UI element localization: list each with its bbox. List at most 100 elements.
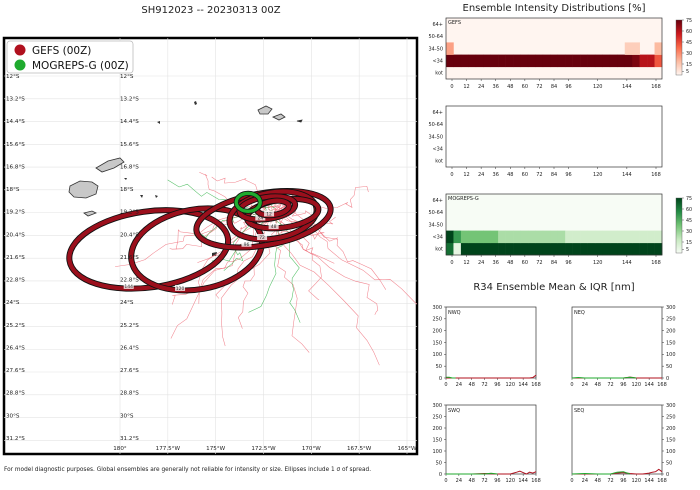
lon-label: 165°W bbox=[397, 446, 416, 452]
heatmap-model-label: GEFS bbox=[448, 20, 461, 26]
heatmap-xtick-label: 72 bbox=[536, 84, 542, 90]
lat-label-left: 14.4°S bbox=[6, 119, 25, 125]
r34-ytick-label: 300 bbox=[666, 305, 676, 311]
heatmap-xtick-label: 144 bbox=[622, 260, 632, 266]
island-tongatapu bbox=[212, 252, 217, 256]
r34-xtick-label: 0 bbox=[444, 382, 447, 388]
r34-xtick-label: 48 bbox=[595, 382, 601, 388]
r34-series-line bbox=[446, 472, 498, 475]
colorbar-tick-label: 45 bbox=[686, 40, 692, 46]
heatmap-cell bbox=[624, 54, 633, 68]
heatmap-cell bbox=[483, 242, 491, 256]
heatmap-cell bbox=[520, 242, 529, 256]
r34-xtick-label: 144 bbox=[518, 382, 528, 388]
heatmap-row-label: kot bbox=[435, 159, 443, 165]
heatmap-cell bbox=[542, 242, 551, 256]
heatmap-cell bbox=[535, 242, 544, 256]
heatmap-cell bbox=[602, 54, 611, 68]
heatmap-cell bbox=[624, 42, 633, 55]
heatmap-cell bbox=[654, 42, 663, 55]
mogreps-ellipse bbox=[234, 191, 262, 213]
gefs-track bbox=[198, 204, 281, 304]
heatmap-xtick-label: 72 bbox=[536, 172, 542, 178]
lat-label-left: 28.8°S bbox=[6, 391, 25, 397]
map-legend: GEFS (00Z) MOGREPS-G (00Z) bbox=[6, 40, 134, 74]
heatmap-row-label: 64+ bbox=[432, 198, 443, 204]
r34-xtick-label: 168 bbox=[531, 478, 541, 484]
r34-ytick-label: 100 bbox=[432, 449, 442, 455]
colorbar-tick-label: 30 bbox=[686, 229, 692, 235]
heatmap-cell bbox=[513, 242, 521, 256]
r34-xtick-label: 120 bbox=[632, 382, 642, 388]
heatmap-cell bbox=[602, 230, 611, 244]
r34-xtick-label: 72 bbox=[607, 478, 613, 484]
r34-xtick-label: 48 bbox=[469, 478, 475, 484]
heatmap-cell bbox=[498, 230, 506, 244]
gefs-intensity-panel: 64+ 50-64 34-50 <34 kot 0 12 24 36 48 60 72 84 96 120 1… bbox=[428, 17, 663, 90]
r34-ytick-label: 100 bbox=[432, 352, 442, 358]
heatmap-cell bbox=[594, 242, 603, 256]
r34-xtick-label: 24 bbox=[456, 478, 462, 484]
lat-label-left: 21.6°S bbox=[6, 255, 25, 261]
heatmap-cell bbox=[460, 54, 469, 68]
heatmap-cell bbox=[647, 242, 655, 256]
island-tutuila bbox=[296, 119, 303, 123]
r34-xtick-label: 48 bbox=[595, 478, 601, 484]
gefs-ellipse-label: 144 bbox=[124, 284, 133, 290]
r34-ytick-label: 200 bbox=[666, 426, 676, 432]
heatmap-xtick-label: 0 bbox=[450, 84, 453, 90]
heatmap-cell bbox=[654, 242, 663, 256]
r34-xtick-label: 24 bbox=[582, 382, 588, 388]
heatmap-xtick-label: 36 bbox=[493, 84, 499, 90]
r34-xtick-label: 24 bbox=[456, 382, 462, 388]
gefs-colorbar: 515 30 45 60 75 bbox=[675, 18, 692, 76]
ellipse-label-bg bbox=[175, 284, 186, 291]
heatmap-cell bbox=[527, 230, 536, 244]
gefs-track bbox=[267, 205, 380, 366]
island-savaii bbox=[257, 105, 273, 115]
gefs-colorbar-ticks: 515 30 45 60 75 bbox=[682, 18, 692, 75]
heatmap-cell bbox=[490, 54, 499, 68]
lon-label: 170°W bbox=[302, 446, 321, 452]
legend-gefs-marker bbox=[14, 44, 26, 56]
mogreps-intensity-panel: 64+ 50-64 34-50 <34 kot 0 12 24 36 48 60 72 84 96 120 1… bbox=[428, 193, 663, 266]
empty-intensity-panel: 64+ 50-64 34-50 <34 kot 0 12 24 36 48 60 72 84 96 120 1… bbox=[428, 105, 663, 178]
r34-xtick-label: 120 bbox=[632, 478, 642, 484]
lat-label-left: 12°S bbox=[6, 74, 20, 80]
r34-ytick-label: 50 bbox=[666, 460, 672, 466]
gefs-track bbox=[171, 213, 268, 305]
lat-label-mid: 22.8°S bbox=[120, 278, 139, 284]
heatmap-cell bbox=[513, 54, 521, 68]
lon-label: 180° bbox=[113, 446, 127, 452]
heatmap-xtick-label: 36 bbox=[493, 260, 499, 266]
heatmap-cell bbox=[527, 54, 536, 68]
heatmap-cell bbox=[468, 230, 477, 244]
heatmap-cell bbox=[446, 42, 454, 55]
legend-mogreps-marker bbox=[14, 59, 26, 71]
heatmap-cell bbox=[557, 230, 566, 244]
heatmap-xtick-label: 120 bbox=[593, 172, 603, 178]
heatmap-xtick-label: 60 bbox=[522, 84, 528, 90]
r34-xtick-label: 144 bbox=[644, 478, 654, 484]
r34-quadrant-label: SEQ bbox=[574, 408, 584, 414]
lat-label-left: 31.2°S bbox=[6, 436, 25, 442]
r34-ytick-label: 250 bbox=[432, 317, 442, 323]
gefs-ellipse bbox=[237, 194, 298, 222]
lon-label: 167.5°W bbox=[347, 446, 372, 452]
heatmap-xtick-label: 12 bbox=[463, 260, 469, 266]
r34-ytick-label: 200 bbox=[666, 328, 676, 334]
r34-ytick-label: 300 bbox=[432, 305, 442, 311]
heatmap-cell bbox=[565, 54, 573, 68]
heatmap-xtick-label: 24 bbox=[478, 84, 484, 90]
heatmap-cell bbox=[460, 242, 469, 256]
heatmap-cell bbox=[557, 242, 566, 256]
heatmap-xtick-label: 48 bbox=[507, 172, 513, 178]
lat-label-left: 30°S bbox=[6, 413, 20, 419]
heatmap-xtick-label: 72 bbox=[536, 260, 542, 266]
heatmap-row-label: 64+ bbox=[432, 110, 443, 116]
r34-ytick-label: 200 bbox=[432, 328, 442, 334]
r34-title: R34 Ensemble Mean & IQR [nm] bbox=[473, 282, 634, 293]
r34-frame bbox=[571, 306, 663, 379]
r34-series-line bbox=[446, 376, 456, 379]
ellipse-label-bg bbox=[241, 240, 252, 247]
